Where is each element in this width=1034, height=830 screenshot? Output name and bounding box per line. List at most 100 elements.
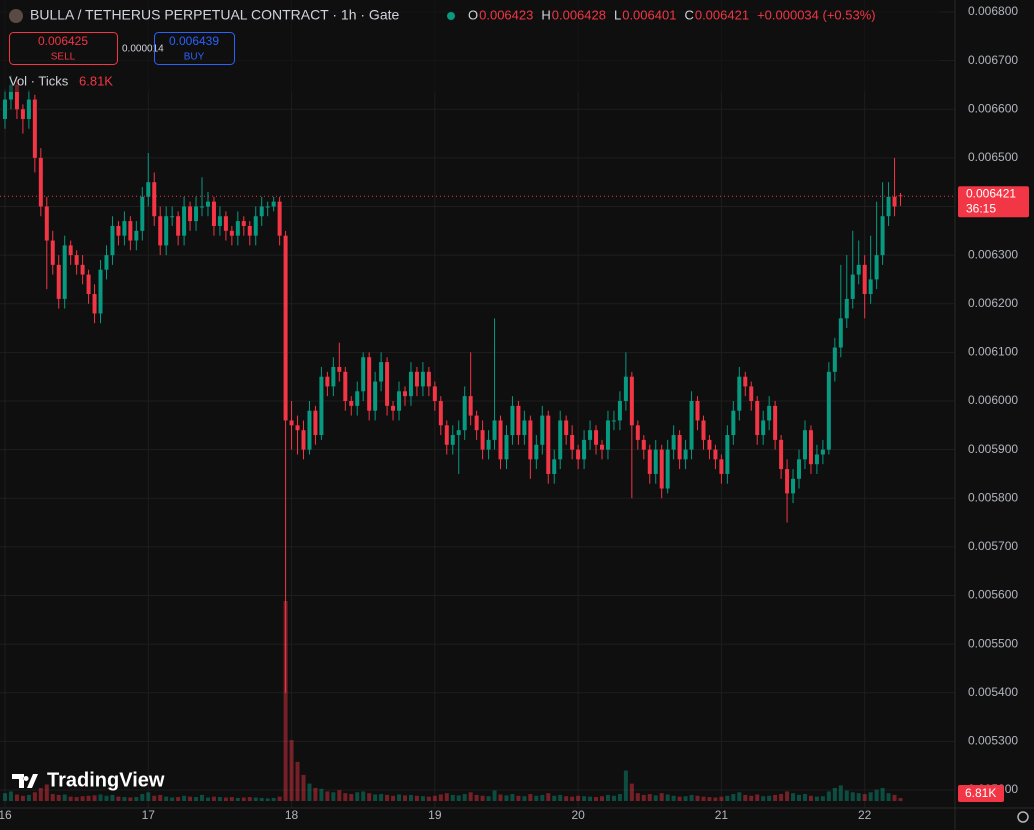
volume-bar [289, 740, 294, 801]
candle-body [462, 396, 467, 431]
volume-bar [701, 796, 706, 801]
volume-bar [8, 791, 13, 801]
volume-bar [391, 795, 396, 801]
candle-body [838, 318, 843, 348]
candle-body [743, 376, 748, 387]
candle-body [247, 225, 252, 236]
volume-bar [176, 797, 181, 801]
volume-bar [605, 794, 610, 801]
ohlc-value: 0.006421 [695, 7, 749, 22]
candle-body [44, 206, 49, 241]
volume-bar [205, 797, 210, 801]
volume-bar [797, 794, 802, 801]
last-price-label: 0.006421 [966, 186, 1016, 200]
candle-body [749, 386, 754, 401]
volume-bar [194, 797, 199, 801]
volume-bar [826, 791, 831, 801]
candle-body [283, 235, 288, 421]
candle-body [707, 439, 712, 450]
volume-bar [432, 795, 437, 801]
y-tick-label: 0.006300 [968, 247, 1018, 261]
y-tick-label: 0.005700 [968, 539, 1018, 553]
candle-body [797, 459, 802, 479]
candle-body [223, 216, 228, 231]
candle-body [665, 449, 670, 489]
candle-body [355, 391, 360, 406]
volume-bar [677, 796, 682, 801]
candle-body [62, 245, 67, 299]
volume-bar [820, 796, 825, 801]
candle-body [295, 425, 300, 431]
volume-bar [576, 795, 581, 801]
candle-body [331, 366, 336, 387]
volume-bar [188, 796, 193, 801]
candle-body [182, 206, 187, 236]
candle-body [152, 182, 157, 217]
candle-body [492, 420, 497, 440]
candle-body [540, 415, 545, 445]
candle-body [856, 264, 861, 275]
candle-body [50, 240, 55, 265]
candle-body [146, 182, 151, 197]
candle-body [552, 459, 557, 474]
volume-bar [886, 793, 891, 801]
volume-bar [683, 796, 688, 801]
volume-bar [408, 794, 413, 801]
ohlc-value: 0.006428 [552, 7, 606, 22]
volume-bar [474, 794, 479, 801]
candle-body [689, 401, 694, 450]
volume-bar [552, 795, 557, 801]
y-tick-label: 0.005800 [968, 490, 1018, 504]
ohlc-key: L [614, 7, 621, 22]
volume-bar [456, 795, 461, 801]
candle-body [814, 454, 819, 465]
volume-bar [283, 601, 288, 801]
candle-body [361, 357, 366, 392]
volume-bar [217, 797, 222, 801]
volume-bar [319, 788, 324, 801]
candle-body [110, 225, 115, 256]
candle-body [862, 264, 867, 295]
candle-body [677, 435, 682, 460]
volume-bar [20, 795, 25, 801]
volume-bar [325, 791, 330, 801]
volume-bar [480, 795, 485, 801]
candle-body [68, 245, 73, 256]
candle-body [241, 221, 246, 226]
candle-body [802, 430, 807, 460]
volume-bar [737, 792, 742, 801]
candle-body [761, 420, 766, 436]
y-tick-label: 0.006600 [968, 101, 1018, 115]
volume-bar [86, 795, 91, 801]
candle-body [659, 449, 664, 489]
candle-body [277, 201, 282, 236]
candle-body [695, 401, 700, 421]
volume-bar [170, 797, 175, 801]
volume-bar [444, 793, 449, 801]
y-tick-label: 0.006000 [968, 393, 1018, 407]
candle-body [600, 444, 604, 450]
symbol-icon [9, 9, 23, 23]
volume-bar [528, 794, 533, 801]
x-tick-label: 22 [858, 808, 872, 822]
candle-body [468, 396, 473, 416]
sell-button[interactable] [9, 32, 118, 65]
volume-bar [713, 797, 718, 801]
candle-body [194, 206, 199, 222]
candle-body [713, 449, 718, 460]
volume-legend: Vol · Ticks [9, 73, 69, 88]
candle-body [832, 347, 837, 372]
volume-bar [731, 794, 736, 801]
chart-title: BULLA / TETHERUS PERPETUAL CONTRACT · 1h… [30, 7, 399, 23]
candle-body [200, 206, 205, 208]
x-tick-label: 20 [571, 808, 585, 822]
candle-body [558, 420, 563, 460]
candle-body [253, 216, 258, 236]
y-tick-label: 0.006100 [968, 345, 1018, 359]
volume-bar [623, 770, 628, 801]
volume-bar [486, 796, 491, 801]
volume-bar [522, 796, 527, 801]
sell-label: SELL [51, 52, 76, 63]
buy-button[interactable] [154, 32, 235, 65]
